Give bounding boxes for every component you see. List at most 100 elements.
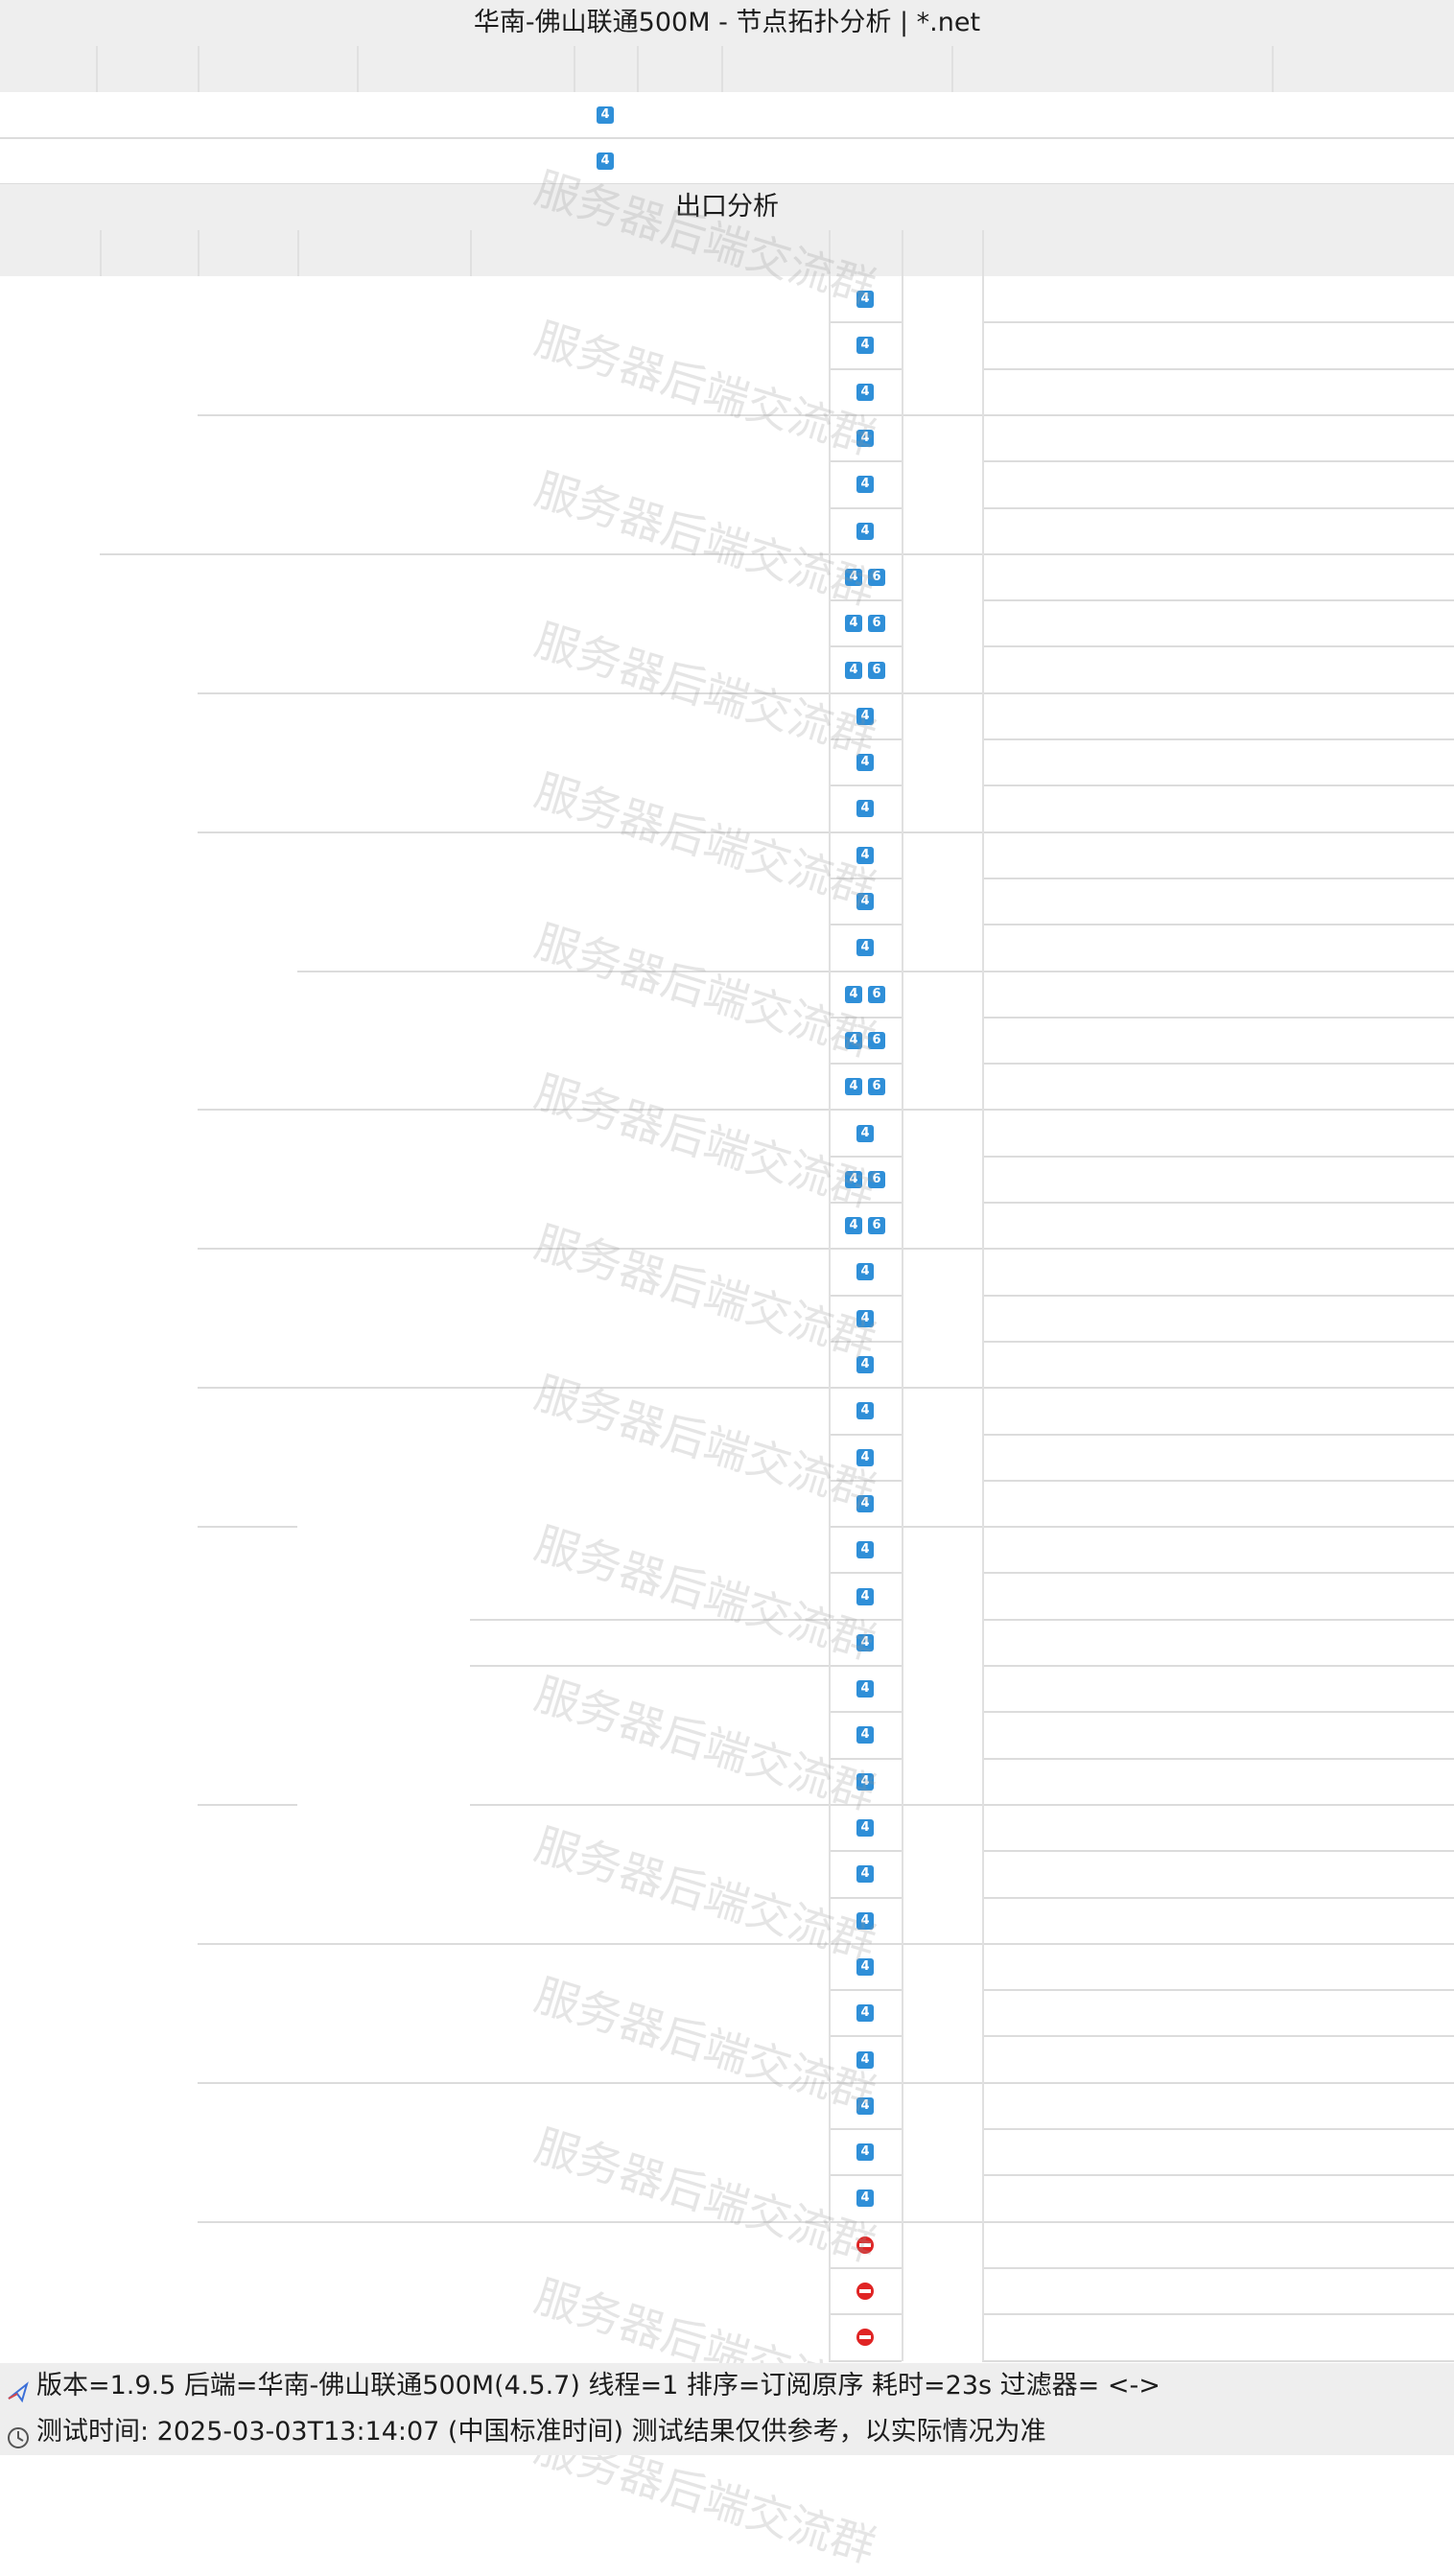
column-divider bbox=[297, 230, 299, 276]
row-divider bbox=[982, 599, 1454, 602]
column-divider bbox=[637, 46, 639, 92]
row-divider bbox=[198, 1109, 297, 1112]
outbound-row-index bbox=[0, 972, 100, 1018]
column-divider bbox=[982, 230, 984, 276]
cluster-group bbox=[902, 1249, 982, 1388]
ipv4-badge-icon: 4 bbox=[845, 661, 862, 679]
region-group bbox=[198, 1388, 297, 1527]
outbound-row-index bbox=[0, 2314, 100, 2360]
column-header bbox=[1272, 46, 1454, 92]
region-group bbox=[198, 2083, 297, 2222]
row-divider bbox=[297, 691, 470, 694]
column-header bbox=[829, 230, 902, 276]
ipv6-badge-icon: 6 bbox=[868, 1170, 885, 1188]
row-divider bbox=[982, 1572, 1454, 1575]
row-divider bbox=[198, 413, 297, 416]
outbound-row-index bbox=[0, 600, 100, 646]
outbound-row-stack: 4 bbox=[829, 1898, 902, 1944]
org-group bbox=[470, 1666, 829, 1805]
row-divider bbox=[297, 2081, 470, 2084]
outbound-row-stack: 4 bbox=[829, 322, 902, 368]
outbound-node-name bbox=[982, 554, 1454, 600]
outbound-row-index bbox=[0, 2083, 100, 2129]
row-divider bbox=[902, 1248, 982, 1251]
outbound-row-stack: 4 bbox=[829, 1527, 902, 1573]
row-divider bbox=[902, 1942, 982, 1945]
outbound-node-name bbox=[982, 600, 1454, 646]
row-divider bbox=[297, 1248, 470, 1251]
column-divider bbox=[902, 276, 903, 2361]
ipv6-badge-icon: 6 bbox=[868, 1217, 885, 1235]
org-group bbox=[470, 1388, 829, 1620]
outbound-node-name bbox=[982, 369, 1454, 415]
region-group bbox=[198, 693, 297, 832]
row-divider bbox=[297, 1387, 470, 1390]
outbound-node-name bbox=[982, 1388, 1454, 1434]
column-divider bbox=[470, 230, 472, 276]
ipv4-badge-icon: 4 bbox=[845, 985, 862, 1003]
outbound-row-stack bbox=[829, 2268, 902, 2314]
column-divider bbox=[96, 46, 98, 92]
column-divider bbox=[100, 230, 102, 276]
org-group bbox=[470, 693, 829, 832]
ipv4-badge-icon: 4 bbox=[597, 106, 614, 124]
org-group bbox=[470, 1944, 829, 2083]
outbound-row-stack: 4 bbox=[829, 1435, 902, 1481]
status-text: 版本=1.9.5 后端=华南-佛山联通500M(4.5.7) 线程=1 排序=订… bbox=[36, 2371, 1161, 2400]
ipv4-badge-icon: 4 bbox=[856, 1448, 874, 1466]
row-divider bbox=[829, 645, 902, 648]
cluster-group bbox=[902, 554, 982, 693]
ipv4-badge-icon: 4 bbox=[856, 2050, 874, 2069]
no-entry-icon bbox=[856, 2329, 874, 2347]
outbound-row-stack: 4 bbox=[829, 1388, 902, 1434]
outbound-row-stack: 4 bbox=[829, 1481, 902, 1527]
outbound-row-stack: 4 bbox=[829, 1944, 902, 1990]
outbound-row-index bbox=[0, 1527, 100, 1573]
ipv4-badge-icon: 4 bbox=[856, 1865, 874, 1884]
asn-group bbox=[297, 415, 470, 554]
row-divider bbox=[829, 924, 902, 926]
ipv4-badge-icon: 4 bbox=[856, 846, 874, 864]
column-header bbox=[100, 230, 198, 276]
ipv4-badge-icon: 4 bbox=[845, 1170, 862, 1188]
outbound-node-name bbox=[982, 1018, 1454, 1064]
ipv4-badge-icon: 4 bbox=[856, 939, 874, 957]
row-divider bbox=[829, 1433, 902, 1436]
outbound-node-name bbox=[982, 1157, 1454, 1203]
row-divider bbox=[829, 1757, 902, 1760]
outbound-row-stack: 4 bbox=[829, 1342, 902, 1388]
row-divider bbox=[297, 2220, 470, 2223]
row-divider bbox=[198, 2220, 297, 2223]
row-divider bbox=[902, 831, 982, 833]
test-time-text: 测试时间: 2025-03-03T13:14:07 (中国标准时间) 测试结果仅… bbox=[36, 2417, 1046, 2447]
outbound-node-name bbox=[982, 2036, 1454, 2082]
org-group bbox=[470, 415, 829, 554]
row-divider bbox=[829, 2128, 902, 2130]
outbound-node-name bbox=[982, 785, 1454, 831]
row-divider bbox=[829, 1063, 902, 1066]
row-divider bbox=[829, 599, 902, 602]
row-divider bbox=[297, 831, 470, 833]
outbound-row-index bbox=[0, 554, 100, 600]
outbound-node-name bbox=[982, 1435, 1454, 1481]
outbound-node-name bbox=[982, 1990, 1454, 2036]
column-header bbox=[297, 230, 470, 276]
row-divider bbox=[982, 2128, 1454, 2130]
outbound-row-index bbox=[0, 2222, 100, 2268]
outbound-row-index bbox=[0, 2036, 100, 2082]
row-divider bbox=[470, 413, 829, 416]
org-group bbox=[470, 832, 829, 972]
outbound-row-stack: 4 bbox=[829, 739, 902, 785]
ipv4-badge-icon: 4 bbox=[856, 1680, 874, 1698]
outbound-row-stack: 4 bbox=[829, 369, 902, 415]
no-entry-icon bbox=[856, 2236, 874, 2254]
asn-group bbox=[297, 276, 470, 415]
row-divider bbox=[982, 460, 1454, 463]
column-divider bbox=[829, 276, 831, 2361]
org-group bbox=[470, 2083, 829, 2222]
asn-group bbox=[297, 1110, 470, 1249]
column-header bbox=[96, 46, 198, 92]
ipv4-badge-icon: 4 bbox=[845, 1217, 862, 1235]
